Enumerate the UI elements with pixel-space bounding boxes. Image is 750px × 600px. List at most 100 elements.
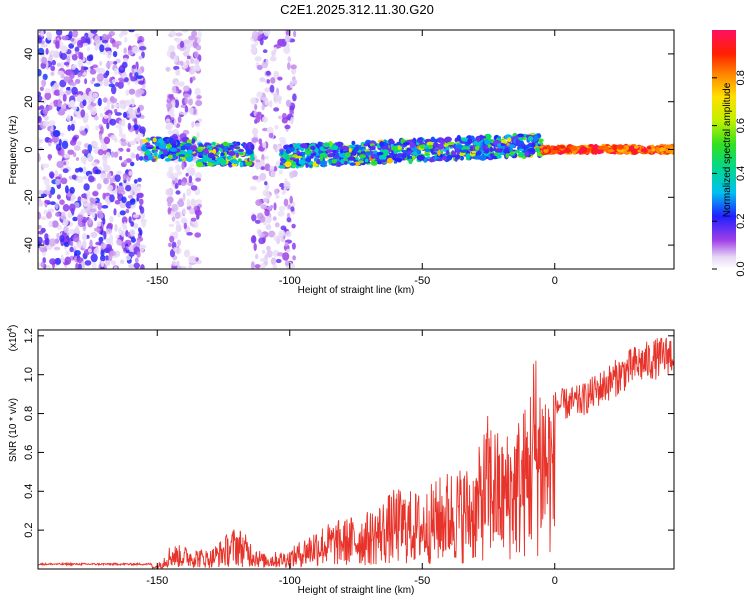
signal-dot — [280, 149, 284, 156]
signal-dot — [507, 137, 512, 143]
noise-dot — [118, 32, 124, 38]
noise-dot — [55, 40, 60, 49]
noise-dot — [80, 109, 86, 118]
noise-dot — [252, 44, 257, 53]
noise-dot — [88, 218, 92, 225]
noise-dot — [48, 154, 52, 161]
noise-dot — [38, 106, 42, 111]
noise-dot — [65, 250, 70, 256]
signal-dot — [186, 139, 192, 145]
noise-dot — [62, 168, 69, 174]
noise-dot — [92, 92, 98, 99]
signal-dot — [518, 148, 525, 152]
noise-dot — [183, 93, 191, 98]
noise-dot — [71, 54, 78, 61]
signal-dot — [185, 156, 194, 163]
signal-dot — [169, 147, 177, 152]
noise-dot — [87, 153, 92, 161]
noise-dot — [116, 170, 122, 175]
noise-dot — [128, 30, 135, 33]
noise-dot — [106, 99, 110, 108]
noise-dot — [139, 198, 144, 205]
signal-dot — [152, 137, 157, 143]
noise-dot — [108, 113, 112, 118]
noise-dot — [53, 246, 61, 251]
noise-dot — [180, 181, 187, 186]
noise-dot — [289, 109, 294, 115]
noise-dot — [94, 35, 101, 44]
noise-dot — [41, 79, 47, 88]
noise-dot — [40, 193, 47, 198]
noise-dot — [105, 152, 111, 159]
colorbar-gradient — [712, 30, 736, 269]
noise-dot — [71, 174, 77, 180]
noise-dot — [103, 177, 110, 185]
noise-dot — [100, 249, 105, 257]
signal-dot — [580, 146, 585, 151]
noise-dot — [190, 217, 197, 222]
noise-dot — [60, 132, 65, 137]
signal-dot — [650, 144, 655, 150]
signal-dot — [509, 151, 514, 156]
noise-dot — [135, 153, 140, 161]
signal-dot — [348, 147, 352, 153]
noise-dot — [278, 169, 283, 175]
signal-dot — [154, 150, 158, 158]
signal-dot — [369, 146, 376, 151]
signal-dot — [464, 147, 471, 150]
noise-dot — [165, 188, 171, 196]
signal-dot — [484, 138, 490, 145]
noise-dot — [123, 221, 127, 230]
y-tick-label: 40 — [23, 48, 35, 60]
noise-dot — [194, 122, 201, 128]
noise-dot — [265, 224, 272, 231]
noise-dot — [91, 77, 96, 82]
signal-dot — [543, 148, 549, 154]
x-tick-label: -100 — [279, 575, 301, 587]
noise-dot — [178, 81, 185, 87]
noise-dot — [120, 141, 127, 147]
noise-dot — [127, 232, 131, 238]
y-tick-label: 20 — [23, 96, 35, 108]
noise-dot — [40, 30, 44, 37]
noise-dot — [40, 216, 47, 221]
signal-dot — [220, 152, 225, 157]
noise-dot — [59, 87, 64, 97]
spectrogram-x-ticks: -150 -100 -50 0 — [146, 30, 558, 287]
noise-dot — [83, 202, 89, 207]
noise-dot — [166, 170, 174, 179]
y-tick-label: 0 — [23, 146, 35, 152]
signal-dot — [382, 146, 389, 149]
noise-dot — [256, 91, 263, 98]
noise-dot — [132, 46, 139, 54]
noise-dot — [290, 64, 297, 70]
signal-dot — [669, 149, 674, 155]
noise-dot — [105, 227, 113, 235]
noise-dot — [90, 253, 98, 263]
noise-dot — [89, 197, 94, 203]
noise-dot — [254, 161, 262, 170]
signal-dot — [494, 152, 498, 156]
noise-dot — [264, 155, 269, 160]
signal-dot — [336, 161, 342, 168]
noise-dot — [70, 241, 74, 247]
noise-dot — [130, 161, 135, 167]
noise-dot — [139, 204, 143, 211]
noise-dot — [137, 192, 144, 199]
noise-dot — [82, 99, 87, 107]
noise-dot — [112, 51, 118, 58]
noise-dot — [183, 85, 190, 92]
snr-frame — [37, 329, 675, 570]
noise-dot — [273, 234, 278, 241]
signal-dot — [394, 157, 403, 162]
noise-dot — [101, 39, 109, 44]
noise-dot — [292, 93, 297, 102]
signal-dot — [487, 144, 492, 147]
noise-dot — [189, 163, 194, 168]
noise-dot — [75, 225, 80, 234]
noise-dot — [261, 104, 265, 111]
noise-dot — [63, 61, 70, 66]
noise-dot — [51, 59, 56, 66]
noise-dot — [128, 170, 133, 176]
